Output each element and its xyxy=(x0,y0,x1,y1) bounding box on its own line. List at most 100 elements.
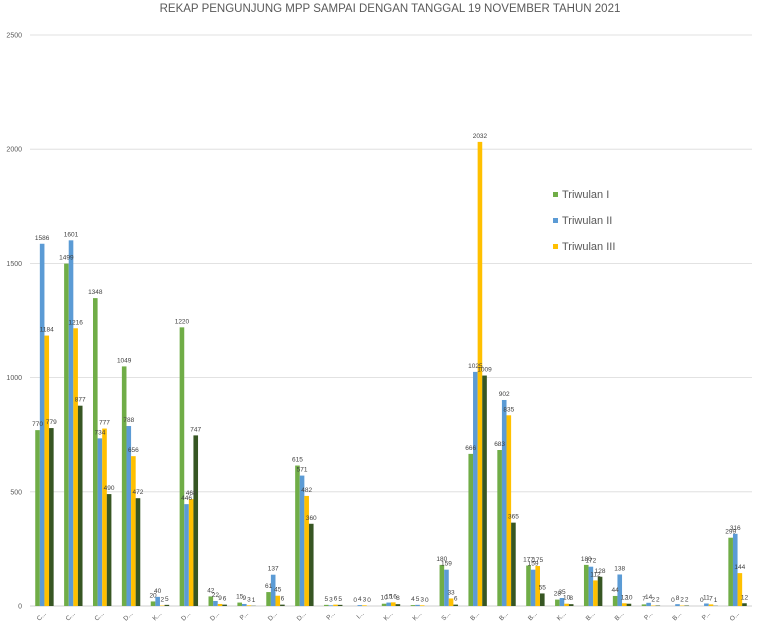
data-label: 1049 xyxy=(117,357,132,364)
bar xyxy=(386,602,391,606)
x-tick-label: D... xyxy=(267,610,279,622)
data-label: 14 xyxy=(645,594,653,601)
bar xyxy=(357,605,363,606)
y-tick-label: 1500 xyxy=(6,261,22,268)
bar xyxy=(477,141,483,606)
bar xyxy=(448,598,454,606)
data-label: 490 xyxy=(104,485,115,492)
data-label: 159 xyxy=(528,561,539,568)
data-label: 770 xyxy=(32,421,43,428)
data-label: 0 xyxy=(367,597,371,604)
bar xyxy=(564,603,569,606)
data-label: 8 xyxy=(396,595,400,602)
data-label: 3 xyxy=(247,596,251,603)
x-tick-label: B... xyxy=(614,610,626,622)
bar xyxy=(526,565,531,606)
bar xyxy=(540,593,545,606)
y-axis: 0 500 1000 1500 2000 2500 xyxy=(6,33,22,611)
data-label: 747 xyxy=(190,426,201,433)
bar xyxy=(308,523,314,606)
bar xyxy=(213,600,218,606)
data-label: 902 xyxy=(499,391,510,398)
y-tick-label: 500 xyxy=(10,489,22,496)
bar xyxy=(64,263,69,606)
bar xyxy=(275,595,281,606)
data-label: 683 xyxy=(494,441,505,448)
x-tick-label: D... xyxy=(296,610,308,622)
legend: Triwulan I Triwulan II Triwulan III xyxy=(553,189,615,253)
data-label: 777 xyxy=(99,420,110,427)
bar xyxy=(299,475,305,606)
data-label: 180 xyxy=(581,556,592,563)
data-label: 5 xyxy=(165,596,169,603)
bar xyxy=(39,243,45,606)
data-label: 1499 xyxy=(59,255,74,262)
x-tick-label: C... xyxy=(65,610,77,622)
bar xyxy=(135,498,141,606)
bar xyxy=(501,399,507,606)
data-label: 3 xyxy=(420,596,424,603)
data-label: 2 xyxy=(680,597,684,604)
bar xyxy=(304,495,309,606)
bar xyxy=(593,580,598,606)
bar xyxy=(742,603,747,606)
bar xyxy=(568,604,574,606)
data-label: 35 xyxy=(558,589,566,596)
legend-label: Triwulan III xyxy=(562,241,615,253)
bar xyxy=(535,566,540,606)
bar xyxy=(482,375,487,606)
bar xyxy=(49,428,54,606)
bar xyxy=(468,453,474,606)
bar xyxy=(617,574,623,606)
bar xyxy=(641,604,647,606)
bar xyxy=(121,366,127,606)
data-label: 1220 xyxy=(175,318,190,325)
bar xyxy=(506,415,512,606)
x-tick-label: O... xyxy=(729,610,741,622)
bar xyxy=(333,604,338,606)
bar xyxy=(97,438,103,606)
x-tick-label: D... xyxy=(122,610,134,622)
bar xyxy=(612,595,618,606)
chart-title: REKAP PENGUNJUNG MPP SAMPAI DENGAN TANGG… xyxy=(160,3,621,15)
legend-label: Triwulan I xyxy=(562,189,609,201)
data-label: 360 xyxy=(306,515,317,522)
data-label: 10 xyxy=(380,595,388,602)
y-tick-label: 0 xyxy=(18,604,22,611)
x-tick-label: B... xyxy=(498,610,510,622)
data-label: 4 xyxy=(358,596,362,603)
x-tick-label: P... xyxy=(325,610,336,621)
data-label: 1348 xyxy=(88,289,103,296)
bar xyxy=(453,604,458,606)
data-label: 15 xyxy=(385,594,393,601)
data-label: 138 xyxy=(614,565,625,572)
bar xyxy=(337,604,343,606)
data-label: 22 xyxy=(212,592,220,599)
data-label: 1586 xyxy=(35,235,50,242)
data-label: 33 xyxy=(447,589,455,596)
bar xyxy=(588,566,594,606)
data-label: 0 xyxy=(700,597,704,604)
data-label: 159 xyxy=(441,561,452,568)
bar xyxy=(583,564,589,606)
bar xyxy=(280,604,285,606)
data-label: 144 xyxy=(734,564,745,571)
bar xyxy=(208,596,214,606)
x-tick-label: K... xyxy=(152,610,164,622)
x-tick-label: P... xyxy=(643,610,654,621)
x-axis: C... C... C... D... K... D... D... P... D... D...… xyxy=(36,610,741,622)
data-label: 446 xyxy=(181,495,192,502)
legend-swatch xyxy=(553,192,558,197)
legend-label: Triwulan II xyxy=(562,215,612,227)
bar xyxy=(35,430,40,606)
data-label: 6 xyxy=(223,596,227,603)
bar xyxy=(193,435,199,606)
data-label: 1 xyxy=(252,597,256,604)
x-tick-label: S... xyxy=(440,610,452,622)
bar xyxy=(179,327,185,606)
bar xyxy=(675,604,680,606)
bar xyxy=(237,602,242,606)
data-label: 0 xyxy=(671,597,675,604)
data-label: 0 xyxy=(425,597,429,604)
bar xyxy=(555,599,560,606)
